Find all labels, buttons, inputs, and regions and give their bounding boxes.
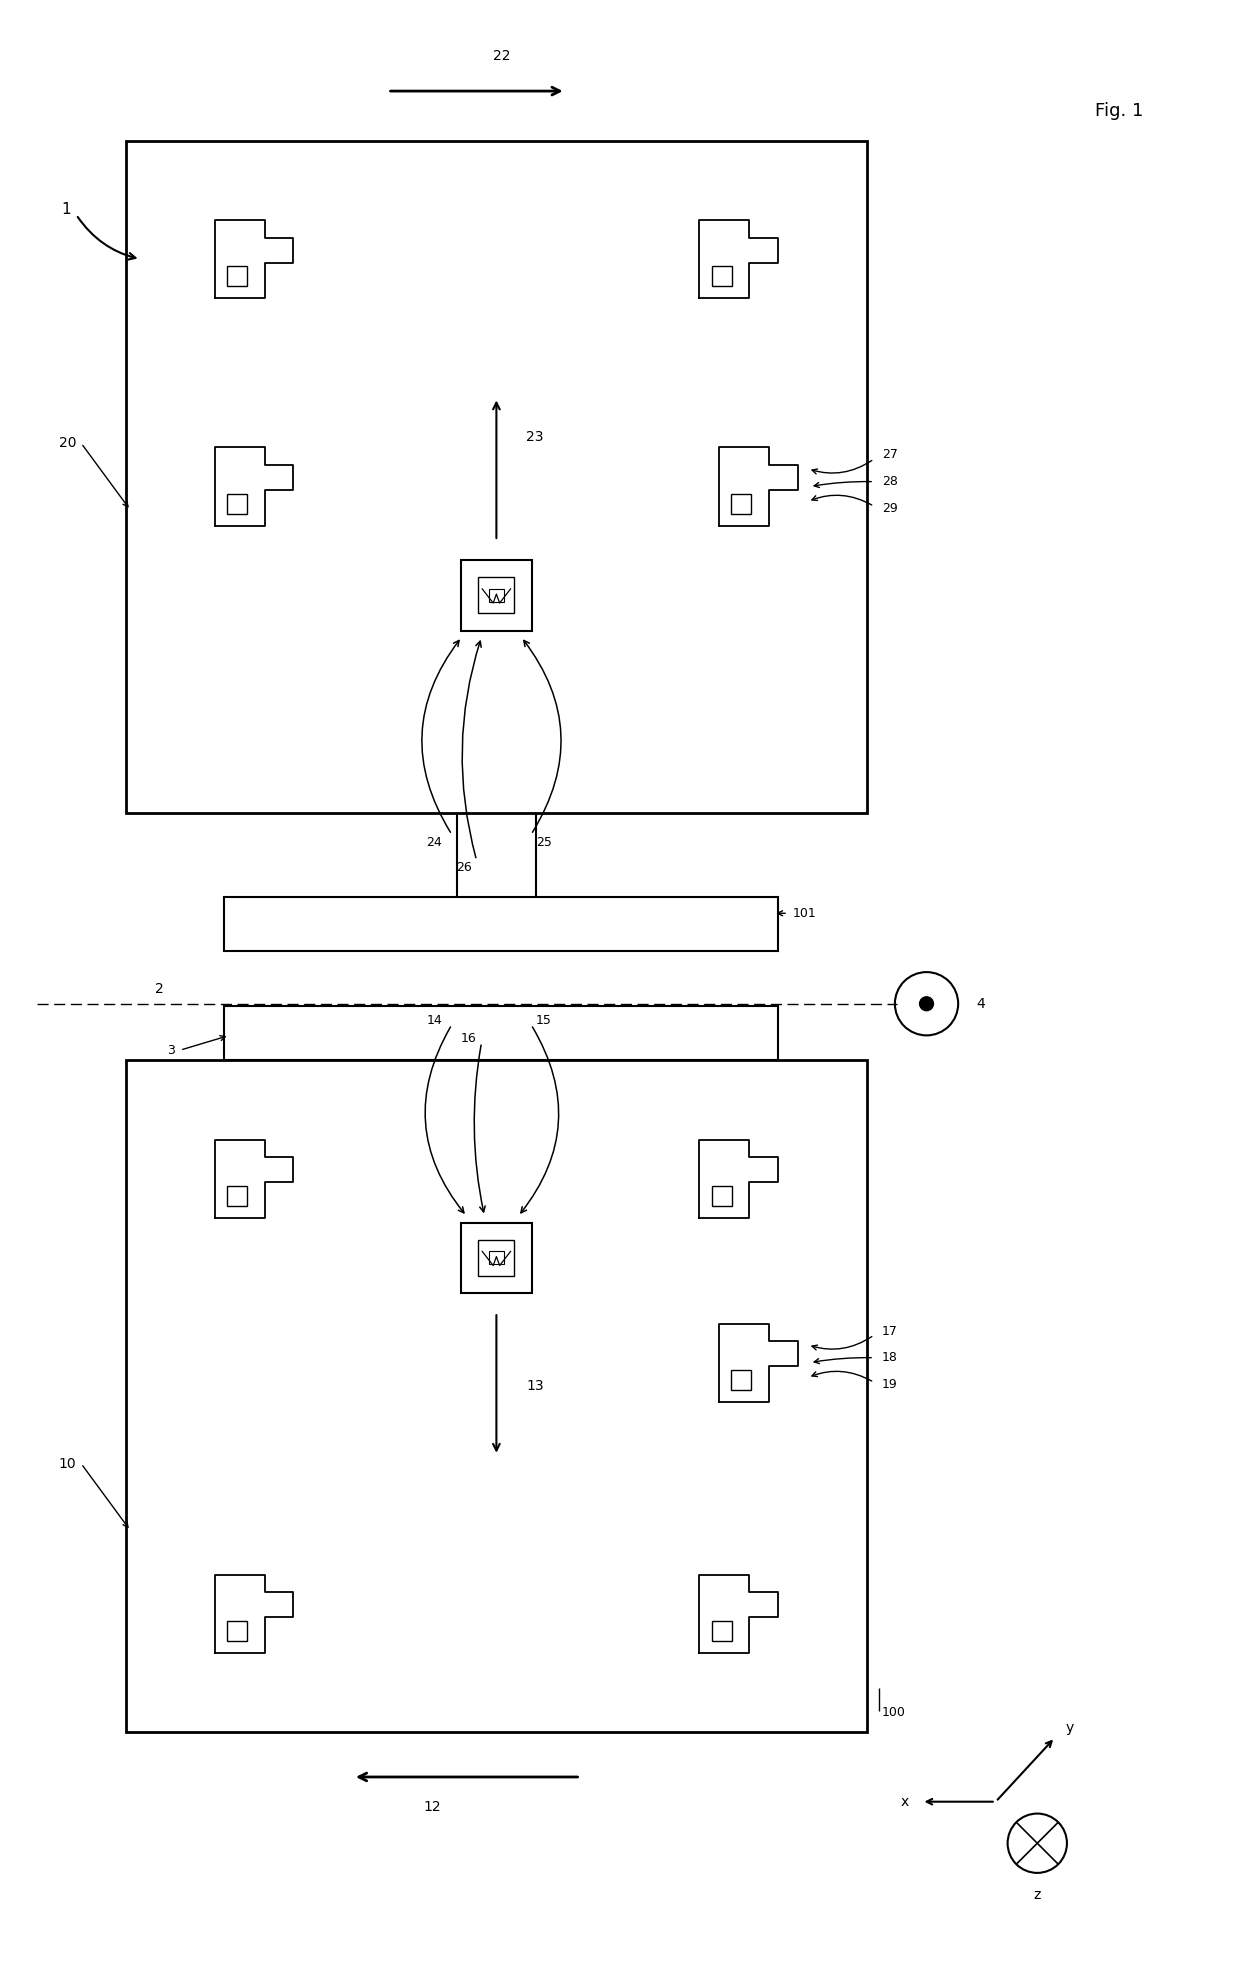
Text: 2: 2: [155, 982, 164, 996]
Text: 24: 24: [427, 835, 441, 849]
Text: 29: 29: [882, 502, 898, 516]
Text: 19: 19: [882, 1379, 898, 1390]
Text: 25: 25: [536, 835, 552, 849]
Bar: [461, 1222, 532, 1292]
Bar: [227, 267, 247, 286]
Bar: [479, 577, 515, 614]
Text: 27: 27: [882, 449, 898, 461]
Text: 20: 20: [58, 435, 76, 451]
Text: 26: 26: [456, 861, 471, 875]
Bar: [227, 1186, 247, 1206]
Bar: [712, 267, 732, 286]
Text: 18: 18: [882, 1351, 898, 1365]
Bar: [125, 1061, 867, 1732]
Bar: [227, 494, 247, 514]
Text: 14: 14: [427, 1014, 441, 1028]
Text: z: z: [1034, 1888, 1040, 1902]
Bar: [712, 1622, 732, 1641]
Text: 101: 101: [794, 906, 817, 920]
Bar: [479, 1239, 515, 1277]
Bar: [224, 896, 779, 951]
Text: 4: 4: [976, 996, 985, 1010]
Bar: [489, 1251, 505, 1265]
Text: 23: 23: [526, 429, 543, 443]
Bar: [732, 1371, 751, 1390]
Text: 16: 16: [461, 1031, 476, 1045]
Bar: [732, 494, 751, 514]
Text: 17: 17: [882, 1324, 898, 1337]
Text: 1: 1: [61, 202, 71, 218]
Bar: [125, 141, 867, 814]
Text: 13: 13: [526, 1379, 543, 1394]
Text: 10: 10: [58, 1457, 76, 1471]
Bar: [224, 1006, 779, 1061]
Bar: [461, 561, 532, 631]
Bar: [227, 1622, 247, 1641]
Text: y: y: [1065, 1720, 1074, 1735]
Text: 100: 100: [882, 1706, 906, 1720]
Text: 3: 3: [167, 1043, 175, 1057]
Text: 22: 22: [492, 49, 510, 63]
Bar: [712, 1186, 732, 1206]
Text: 28: 28: [882, 475, 898, 488]
Text: 15: 15: [536, 1014, 552, 1028]
Text: Fig. 1: Fig. 1: [1095, 102, 1143, 120]
Text: x: x: [900, 1794, 909, 1808]
Bar: [489, 588, 505, 602]
Circle shape: [920, 996, 934, 1010]
Text: 12: 12: [423, 1800, 441, 1814]
